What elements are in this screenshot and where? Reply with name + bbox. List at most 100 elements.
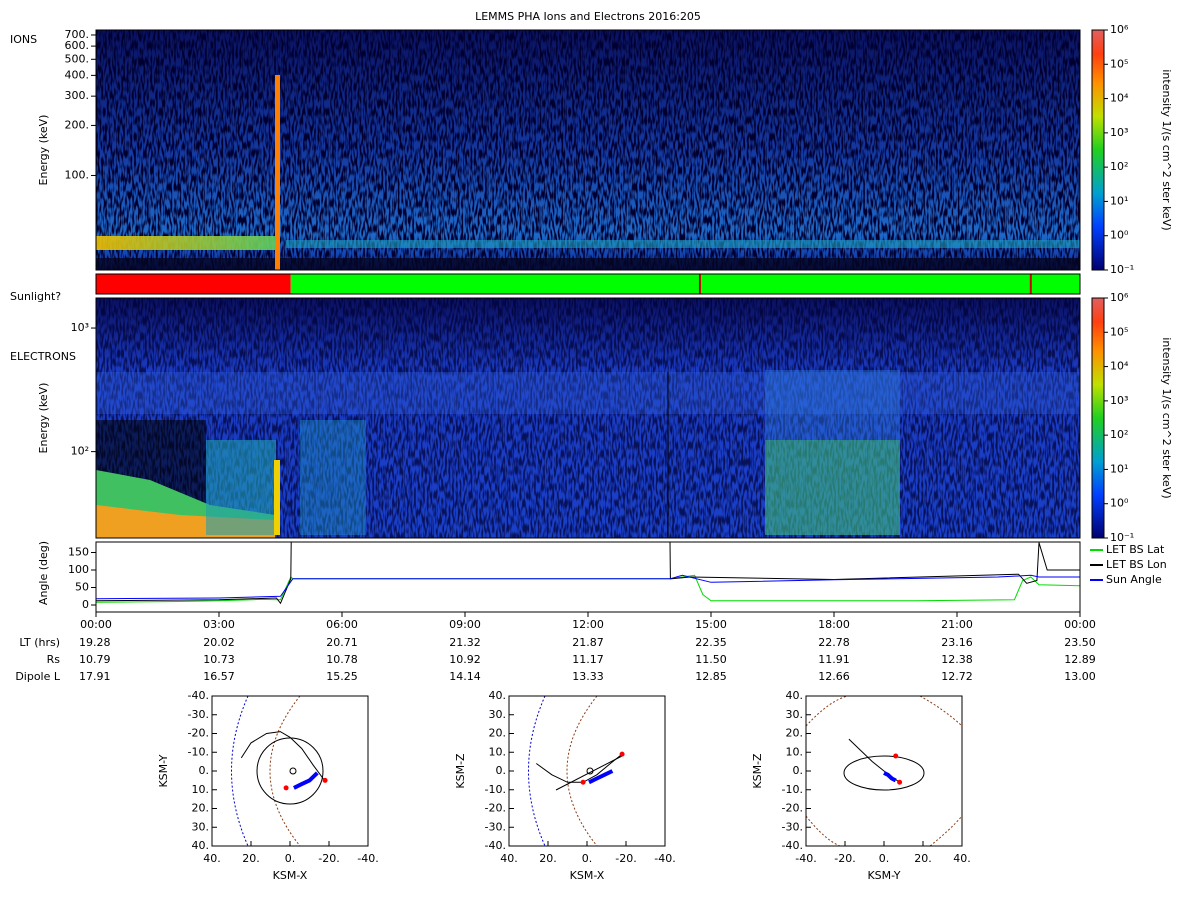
x-tick-label: -20. [318,852,339,865]
x-tick-label: 40. [203,852,221,865]
y-axis-label: Energy (keV) [37,115,50,186]
trajectory-marker [893,753,899,759]
y-tick-label: 10³ [71,321,89,334]
x-tick-label: 40. [500,852,518,865]
ephemeris-value: 21.87 [572,636,604,649]
ephemeris-value: 12.89 [1064,653,1096,666]
ephemeris-value: 11.50 [695,653,727,666]
ephemeris-value: 12.72 [941,670,973,683]
y-axis-label: KSM-Z [751,753,764,789]
y-tick-label: 10² [71,445,89,458]
angle-line [95,574,1081,603]
y-tick-label: 20. [786,727,804,740]
y-tick-label: 30. [489,708,507,721]
angle-line [95,574,1080,600]
y-tick-label: 50 [75,581,89,594]
colorbar-tick-label: 10² [1110,160,1128,173]
colorbar-tick-label: 10⁵ [1110,325,1128,338]
orbit-boundaries [231,695,963,847]
y-tick-label: 200. [65,118,90,131]
y-tick-label: 0. [199,764,210,777]
colorbar-tick-label: 10⁻¹ [1110,263,1134,276]
y-tick-label: 500. [65,52,90,65]
panel-frame [95,29,1081,271]
trajectory-marker [322,777,328,783]
y-tick-label: 100. [65,168,90,181]
y-tick-label: 10. [489,745,507,758]
trajectory-segment [293,771,319,790]
ephemeris-value: 10.78 [326,653,358,666]
trajectory-marker [283,785,289,791]
ephemeris-value: 22.78 [818,636,850,649]
legend-label: LET BS Lat [1106,543,1165,556]
ephemeris-value: 15.25 [326,670,358,683]
colorbar-tick-label: 10³ [1110,394,1128,407]
y-tick-label: 10. [786,745,804,758]
trajectory-marker [580,779,586,785]
y-tick-label: -20. [485,802,506,815]
ephemeris-value: 20.02 [203,636,235,649]
y-tick-label: 30. [192,820,210,833]
y-tick-label: 300. [65,89,90,102]
colorbar-tick-label: 10¹ [1110,194,1128,207]
y-axis-label: KSM-Y [157,754,170,787]
sunlight-interval [290,274,1080,294]
x-tick-label: -20. [615,852,636,865]
y-tick-label: 20. [489,727,507,740]
colorbar-tick-label: 10⁶ [1110,23,1129,36]
ephemeris-label: Dipole L [15,670,61,683]
colorbar-tick-label: 10¹ [1110,462,1128,475]
ephemeris-value: 13.00 [1064,670,1096,683]
x-tick-label: -40. [357,852,378,865]
panel-frame [95,297,1081,539]
x-tick-label: 03:00 [203,618,235,631]
x-axis-label: KSM-X [570,869,605,882]
x-tick-label: 18:00 [818,618,850,631]
y-tick-label: -20. [782,802,803,815]
x-tick-label: 0. [285,852,296,865]
x-tick-label: -40. [795,852,816,865]
trajectory-marker [897,779,903,785]
x-tick-label: 0. [582,852,593,865]
angle-line [95,541,1080,605]
colorbar-label: intensity 1/(s cm^2 ster keV) [1160,337,1173,498]
y-tick-label: 30. [786,708,804,721]
ephemeris-value: 12.66 [818,670,850,683]
ephemeris-value: 10.73 [203,653,235,666]
ephemeris-value: 19.28 [79,636,111,649]
trajectory-segment [588,769,614,785]
y-tick-label: 100 [68,563,89,576]
x-tick-label: 00:00 [1064,618,1096,631]
panel-label: IONS [10,33,37,46]
trajectory-segment [883,771,897,783]
y-axis-label: Energy (keV) [37,383,50,454]
y-tick-label: 10. [192,783,210,796]
colorbar-frame [1091,29,1105,271]
x-tick-label: 15:00 [695,618,727,631]
ephemeris-value: 11.91 [818,653,850,666]
ephemeris-value: 21.32 [449,636,481,649]
colorbar-tick-label: 10⁵ [1110,57,1128,70]
x-tick-label: 20. [914,852,932,865]
y-tick-label: 40. [786,689,804,702]
ephemeris-value: 23.50 [1064,636,1096,649]
y-tick-label: -30. [188,708,209,721]
y-axis-label: KSM-Z [454,753,467,789]
y-tick-label: 40. [489,689,507,702]
panel-label: ELECTRONS [10,350,76,363]
y-tick-label: 40. [192,839,210,852]
y-tick-label: -40. [188,689,209,702]
ephemeris-label: Rs [47,653,61,666]
legend-label: Sun Angle [1106,573,1162,586]
ephemeris-value: 10.92 [449,653,481,666]
ephemeris-value: 13.33 [572,670,604,683]
colorbar-frame [1091,297,1105,539]
colorbar-tick-label: 10⁻¹ [1110,531,1134,544]
x-tick-label: 21:00 [941,618,973,631]
y-tick-label: 20. [192,802,210,815]
ephemeris-value: 14.14 [449,670,481,683]
colorbar-label: intensity 1/(s cm^2 ster keV) [1160,69,1173,230]
y-tick-label: 150 [68,546,89,559]
x-tick-label: -40. [654,852,675,865]
x-tick-label: 00:00 [80,618,112,631]
